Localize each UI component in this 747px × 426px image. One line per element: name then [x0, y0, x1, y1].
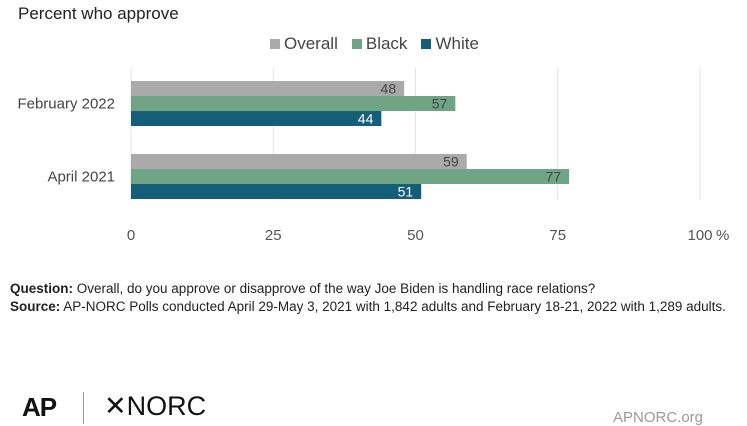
legend-swatch-black [351, 39, 362, 49]
chart-subtitle: Percent who approve [18, 4, 179, 23]
norc-logo: ✕NORC [104, 391, 207, 421]
source-text: AP-NORC Polls conducted April 29-May 3, … [60, 299, 726, 314]
bar-value-label: 57 [432, 96, 448, 112]
x-tick-label: 75 [549, 227, 566, 244]
site-url: APNORC.org [613, 409, 704, 426]
legend-item-black: Black [351, 34, 408, 54]
bar-chart: 0 25 50 75 100 % February 2022 April 2021 48 59 57… [17, 68, 729, 244]
source-label: Source: [10, 299, 61, 314]
question-text: Overall, do you approve or disapprove of… [73, 281, 596, 296]
bar [131, 81, 405, 96]
x-tick-label: 0 [127, 227, 135, 244]
bar [131, 111, 382, 126]
bar-value-label: 48 [381, 81, 397, 97]
bar-value-label: 59 [443, 154, 459, 170]
bar-value-label: 51 [398, 184, 414, 200]
legend-label-black: Black [365, 34, 408, 53]
bar [131, 184, 422, 199]
ap-logo: AP [22, 392, 57, 422]
bar-value-label: 44 [358, 111, 374, 127]
legend-swatch-overall [270, 39, 280, 49]
logo-divider [83, 392, 84, 424]
bar-value-label: 77 [546, 169, 562, 185]
question-label: Question: [10, 281, 73, 296]
bar [131, 96, 456, 111]
legend-label-overall: Overall [284, 34, 338, 53]
bar [131, 154, 467, 169]
x-tick-label: 50 [407, 227, 424, 244]
source-note: Source: AP-NORC Polls conducted April 29… [10, 298, 735, 316]
x-tick-label: 25 [265, 227, 282, 244]
legend: Overall Black White [270, 34, 479, 54]
category-label: April 2021 [47, 169, 115, 186]
chart-notes: Question: Overall, do you approve or dis… [10, 280, 735, 316]
x-axis-unit: % [716, 227, 729, 244]
question-note: Question: Overall, do you approve or dis… [10, 280, 735, 298]
legend-item-white: White [421, 34, 479, 54]
legend-label-white: White [435, 34, 479, 53]
category-label: February 2022 [17, 96, 115, 113]
bar [131, 169, 570, 184]
x-tick-label: 100 [687, 227, 712, 244]
legend-item-overall: Overall [270, 34, 338, 54]
legend-swatch-white [421, 39, 432, 49]
